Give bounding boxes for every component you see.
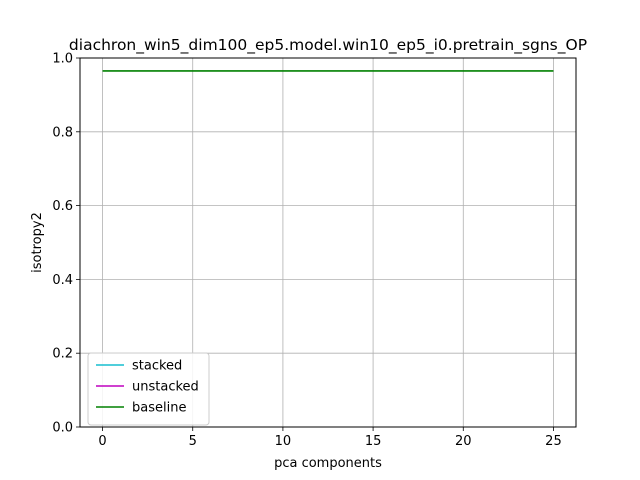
legend: stacked unstacked baseline (87, 352, 210, 426)
y-tick-label: 0.2 (52, 347, 73, 362)
y-tick-label: 0.0 (52, 421, 73, 436)
legend-label-stacked: stacked (132, 359, 182, 374)
x-tick-label: 0 (98, 434, 106, 449)
y-axis-label: isotropy2 (30, 212, 45, 273)
plot-frame (79, 57, 577, 428)
legend-label-baseline: baseline (132, 401, 186, 416)
x-axis-label: pca components (274, 456, 382, 471)
y-tick-label: 0.4 (52, 273, 73, 288)
x-tick-label: 15 (365, 434, 382, 449)
legend-label-unstacked: unstacked (132, 380, 199, 395)
chart-title: diachron_win5_dim100_ep5.model.win10_ep5… (69, 36, 587, 55)
y-tick-label: 0.6 (52, 199, 73, 214)
y-tick-label: 0.8 (52, 125, 73, 140)
y-tick-label: 1.0 (52, 52, 73, 67)
x-tick-label: 25 (545, 434, 562, 449)
x-tick-label: 10 (275, 434, 292, 449)
x-tick-label: 20 (455, 434, 472, 449)
x-tick-label: 5 (189, 434, 197, 449)
ticks: 0 5 10 15 20 25 0.0 0.2 0.4 0.6 0.8 1.0 (52, 52, 561, 450)
